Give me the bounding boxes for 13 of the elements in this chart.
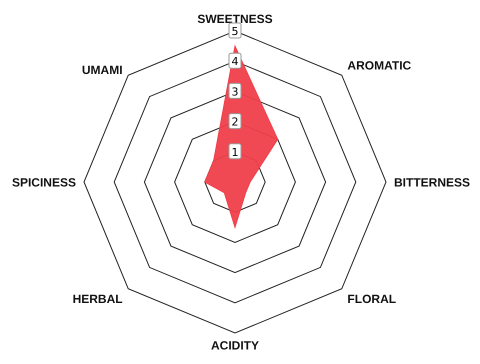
- spoke-label: FLORAL: [347, 292, 396, 306]
- y-tick-label: 1: [232, 146, 238, 159]
- spoke-label: ACIDITY: [211, 338, 259, 353]
- spoke-label: BITTERNESS: [394, 175, 470, 190]
- spoke-label: UMAMI: [82, 62, 123, 77]
- y-tick-label: 4: [232, 55, 238, 68]
- spoke-label: AROMATIC: [347, 58, 412, 73]
- spoke-label: SPICINESS: [12, 175, 76, 190]
- spoke-label: HERBAL: [72, 292, 123, 306]
- y-tick-label: 5: [232, 25, 238, 38]
- y-tick-label: 2: [232, 116, 238, 129]
- spoke-label: SWEETNESS: [197, 12, 273, 26]
- y-tick-label: 3: [232, 85, 238, 98]
